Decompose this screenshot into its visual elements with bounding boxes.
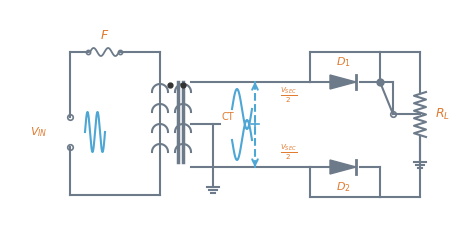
Text: F: F xyxy=(100,29,108,42)
Text: $V_{IN}$: $V_{IN}$ xyxy=(30,125,47,139)
Text: CT: CT xyxy=(222,111,235,122)
Text: $\frac{V_{SEC}}{2}$: $\frac{V_{SEC}}{2}$ xyxy=(280,142,297,162)
Polygon shape xyxy=(330,160,356,174)
Text: $R_L$: $R_L$ xyxy=(435,106,450,122)
Text: $D_1$: $D_1$ xyxy=(336,55,350,69)
Polygon shape xyxy=(330,75,356,89)
Text: $D_2$: $D_2$ xyxy=(336,180,350,194)
Text: $\frac{V_{SEC}}{2}$: $\frac{V_{SEC}}{2}$ xyxy=(280,85,297,105)
